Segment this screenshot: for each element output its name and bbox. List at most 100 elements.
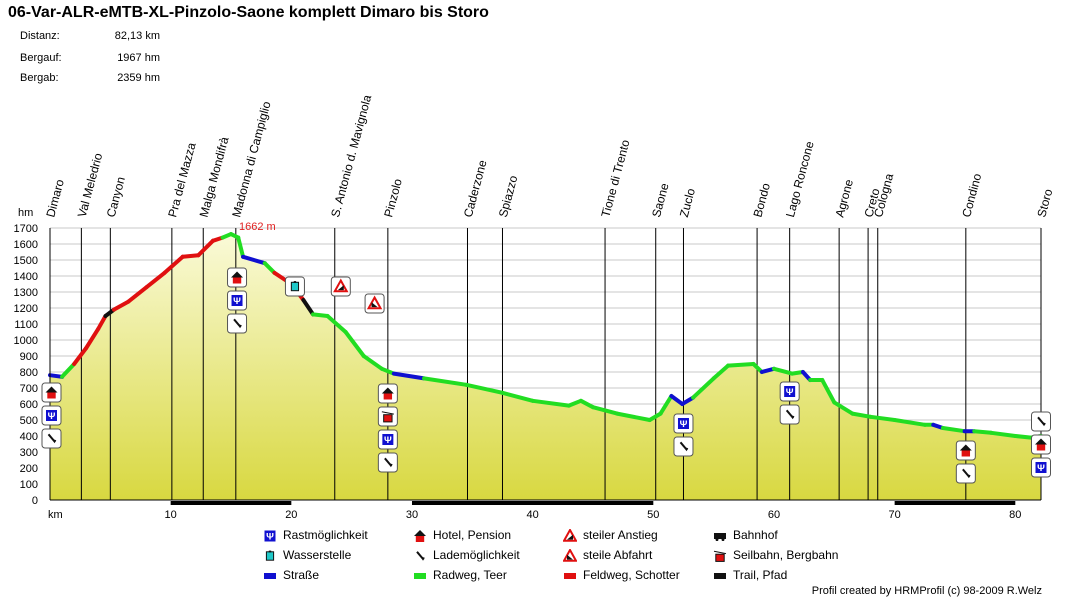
- marker-food-icon: Ψ: [779, 381, 800, 402]
- y-tick-label: 200: [20, 463, 38, 475]
- svg-text:Ψ: Ψ: [680, 419, 688, 430]
- profile-segment: [892, 418, 927, 427]
- steep-descent-icon: [563, 549, 577, 562]
- profile-segment: [144, 270, 167, 290]
- marker-charging-icon: [377, 452, 398, 473]
- credit-text: Profil created by HRMProfil (c) 98-2009 …: [811, 585, 1042, 597]
- profile-segment: [691, 376, 716, 400]
- profile-segment: [126, 285, 149, 304]
- profile-segment: [832, 400, 855, 416]
- y-tick-label: 1200: [14, 303, 38, 315]
- profile-segment: [343, 330, 366, 358]
- steep-ascent-icon: [563, 529, 577, 542]
- legend-label: Bahnhof: [733, 528, 778, 542]
- profile-segment: [771, 366, 795, 376]
- waypoint-label: Malga Mondifrà: [197, 135, 232, 219]
- surface-bar-segment: [170, 501, 292, 505]
- profile-segment: [615, 411, 652, 422]
- marker-cablecar-icon: [377, 406, 398, 427]
- surface-bar-segment: [894, 501, 1016, 505]
- cablecar-icon: [713, 550, 727, 562]
- x-tick-label: 80: [1009, 509, 1021, 521]
- food-icon: Ψ: [263, 529, 277, 543]
- marker-water-icon: [284, 276, 305, 297]
- waypoint-label: Madonna di Campiglio: [229, 100, 274, 219]
- legend-label: Trail, Pfad: [733, 568, 788, 582]
- x-tick-label: 30: [406, 509, 418, 521]
- waypoint-label: Val Meledrio: [75, 151, 106, 219]
- profile-segment: [379, 366, 396, 376]
- marker-charging-icon: [673, 436, 694, 457]
- profile-segment: [759, 366, 776, 374]
- marker-hotel-icon: [955, 440, 976, 461]
- waypoint-label: Bondo: [750, 181, 773, 218]
- y-tick-label: 1400: [14, 271, 38, 283]
- legend-label: Feldweg, Schotter: [583, 568, 680, 582]
- profile-segment: [111, 299, 131, 312]
- profile-segment: [647, 411, 663, 422]
- profile-segment: [972, 429, 994, 435]
- marker-charging-icon: [1031, 411, 1051, 432]
- waypoint-label: Spiazzo: [496, 174, 521, 219]
- y-tick-label: 600: [20, 399, 38, 411]
- chart-title: 06-Var-ALR-eMTB-XL-Pinzolo-Saone komplet…: [8, 4, 489, 21]
- profile-segment: [680, 395, 696, 406]
- y-tick-label: 1100: [14, 319, 38, 331]
- y-tick-label: 1600: [14, 239, 38, 251]
- road-icon: [264, 573, 276, 579]
- marker-steep_descent-icon: [364, 293, 385, 314]
- svg-text:Ψ: Ψ: [233, 296, 241, 307]
- waypoint-label: Zuclo: [677, 186, 698, 218]
- profile-segment: [391, 371, 427, 381]
- water-icon: [265, 550, 275, 561]
- x-tick-label: 70: [889, 509, 901, 521]
- profile-segment: [84, 326, 101, 350]
- profile-segment: [422, 376, 469, 387]
- marker-steep_ascent-icon: [330, 276, 351, 297]
- legend-label: Lademöglichkeit: [433, 548, 520, 562]
- marker-charging-icon: [227, 313, 248, 334]
- max-elevation-label: 1662 m: [239, 221, 276, 233]
- marker-food-icon: Ψ: [1031, 457, 1051, 478]
- profile-segment: [72, 346, 89, 366]
- trail-icon: [714, 573, 726, 579]
- marker-food-icon: Ψ: [41, 405, 62, 426]
- waypoint-label: Condino: [959, 172, 984, 219]
- svg-text:Ψ: Ψ: [384, 435, 392, 446]
- profile-segment: [940, 426, 967, 434]
- y-tick-label: 400: [20, 431, 38, 443]
- legend-label: Radweg, Teer: [433, 568, 507, 582]
- x-tick-label: 20: [285, 509, 297, 521]
- profile-segment: [530, 398, 571, 408]
- x-tick-label: 40: [527, 509, 539, 521]
- profile-segment: [726, 362, 756, 368]
- y-tick-label: 1000: [14, 335, 38, 347]
- x-axis-label: km: [48, 509, 63, 521]
- legend-label: Hotel, Pension: [433, 528, 512, 542]
- svg-text:Ψ: Ψ: [786, 387, 794, 398]
- stat-distance: Distanz: 82,13 km: [20, 30, 160, 46]
- profile-segment: [241, 254, 267, 266]
- profile-segment: [180, 253, 201, 259]
- profile-segment: [590, 405, 620, 416]
- legend-label: steiler Anstieg: [583, 528, 658, 542]
- y-tick-label: 800: [20, 367, 38, 379]
- x-tick-label: 50: [647, 509, 659, 521]
- legend: Ψ Rastmöglichkeit Hotel, Pension steiler An…: [263, 528, 883, 588]
- marker-charging-icon: [41, 428, 62, 449]
- y-tick-label: 100: [20, 479, 38, 491]
- svg-text:Ψ: Ψ: [1037, 463, 1045, 474]
- waypoint-label: Pra del Mazza: [165, 141, 198, 219]
- charging-icon: [416, 551, 425, 561]
- profile-segment: [658, 394, 674, 416]
- profile-segment: [196, 238, 215, 258]
- waypoint-label: Canyon: [104, 175, 128, 219]
- hotel-icon: [414, 530, 426, 542]
- profile-segment: [162, 254, 185, 275]
- train-icon: [714, 533, 726, 542]
- stat-descent-value: 2359 hm: [117, 72, 160, 84]
- x-tick-label: 10: [165, 509, 177, 521]
- waypoint-label: Caderzone: [461, 158, 490, 219]
- marker-hotel-icon: [377, 383, 398, 404]
